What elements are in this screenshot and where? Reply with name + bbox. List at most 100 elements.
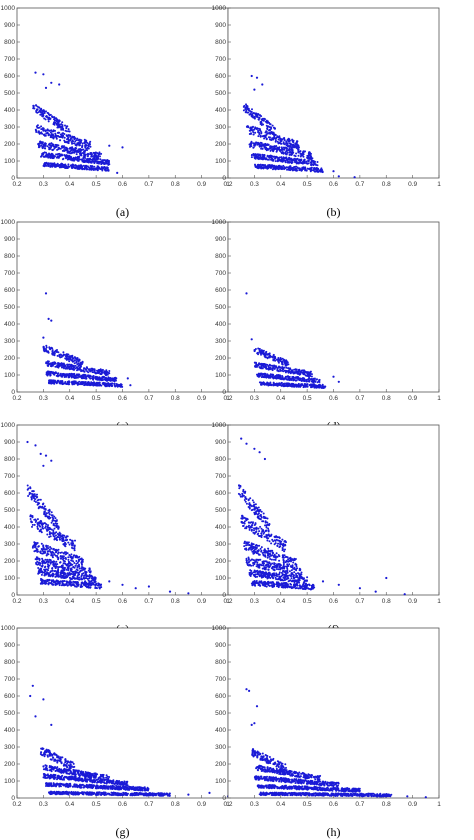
data-point	[332, 376, 334, 378]
data-point	[272, 150, 274, 152]
data-point	[73, 152, 75, 154]
x-tick-label: 0.2	[12, 598, 21, 605]
data-point	[62, 351, 64, 353]
data-point	[311, 169, 313, 171]
data-point	[71, 137, 73, 139]
data-point	[72, 358, 74, 360]
data-point	[281, 152, 283, 154]
data-point	[76, 139, 78, 141]
data-point	[255, 362, 257, 364]
data-point	[260, 148, 262, 150]
data-point	[54, 120, 56, 122]
data-point	[41, 548, 43, 550]
data-point	[256, 365, 258, 367]
data-point	[47, 529, 49, 531]
data-point	[39, 127, 41, 129]
data-point	[66, 155, 68, 157]
data-point	[71, 573, 73, 575]
data-point	[81, 561, 83, 563]
data-point	[42, 465, 44, 467]
y-tick-label: 600	[215, 73, 226, 80]
data-point	[61, 552, 63, 554]
data-point	[246, 498, 248, 500]
data-point	[41, 566, 43, 568]
data-point	[89, 160, 91, 162]
data-point	[57, 553, 59, 555]
data-point	[260, 142, 262, 144]
y-tick-label: 800	[4, 456, 15, 463]
data-point	[315, 379, 317, 381]
data-point	[251, 509, 253, 511]
data-point	[51, 529, 53, 531]
data-point	[56, 382, 58, 384]
data-point	[307, 168, 309, 170]
data-point	[57, 163, 59, 165]
data-point	[94, 576, 96, 578]
x-tick-label: 1	[437, 395, 441, 402]
data-point	[71, 143, 73, 145]
data-point	[48, 553, 50, 555]
data-point	[291, 376, 293, 378]
data-point	[48, 346, 50, 348]
x-tick-label: 0.5	[92, 598, 101, 605]
data-point	[75, 565, 77, 567]
data-point	[120, 384, 122, 386]
data-point	[308, 160, 310, 162]
y-tick-label: 700	[4, 270, 15, 277]
data-point	[263, 167, 265, 169]
data-point	[308, 381, 310, 383]
y-tick-label: 200	[215, 141, 226, 148]
data-point	[76, 586, 78, 588]
data-point	[273, 156, 275, 158]
data-point	[64, 165, 66, 167]
data-point	[261, 511, 263, 513]
y-tick-label: 1000	[212, 5, 227, 12]
data-point	[278, 160, 280, 162]
data-point	[253, 134, 255, 136]
data-point	[91, 580, 93, 582]
data-point	[293, 140, 295, 142]
data-point	[317, 164, 319, 166]
data-point	[267, 155, 269, 157]
data-point	[54, 525, 56, 527]
data-point	[75, 563, 77, 565]
data-point	[99, 382, 101, 384]
data-point	[276, 374, 278, 376]
data-point	[291, 369, 293, 371]
data-point	[60, 575, 62, 577]
data-point	[121, 584, 123, 586]
data-point	[44, 129, 46, 131]
data-point	[262, 367, 264, 369]
data-point	[284, 139, 286, 141]
data-point	[60, 535, 62, 537]
data-point	[269, 376, 271, 378]
data-point	[67, 572, 69, 574]
data-point	[64, 354, 66, 356]
data-point	[69, 131, 71, 133]
data-point	[41, 582, 43, 584]
data-point	[50, 146, 52, 148]
data-point	[148, 585, 150, 587]
data-point	[65, 141, 67, 143]
data-point	[272, 369, 274, 371]
data-point	[40, 128, 42, 130]
data-point	[65, 375, 67, 377]
data-point	[303, 151, 305, 153]
data-point	[55, 522, 57, 524]
data-point	[72, 571, 74, 573]
data-point	[50, 143, 52, 145]
data-point	[266, 125, 268, 127]
data-point	[272, 384, 274, 386]
data-point	[96, 385, 98, 387]
data-point	[74, 142, 76, 144]
data-point	[261, 124, 263, 126]
y-tick-label: 500	[4, 90, 15, 97]
data-point	[56, 349, 58, 351]
data-point	[44, 573, 46, 575]
data-point	[32, 524, 34, 526]
data-point	[292, 149, 294, 151]
data-point	[257, 353, 259, 355]
data-point	[51, 514, 53, 516]
data-point	[70, 581, 72, 583]
y-tick-label: 800	[215, 253, 226, 260]
